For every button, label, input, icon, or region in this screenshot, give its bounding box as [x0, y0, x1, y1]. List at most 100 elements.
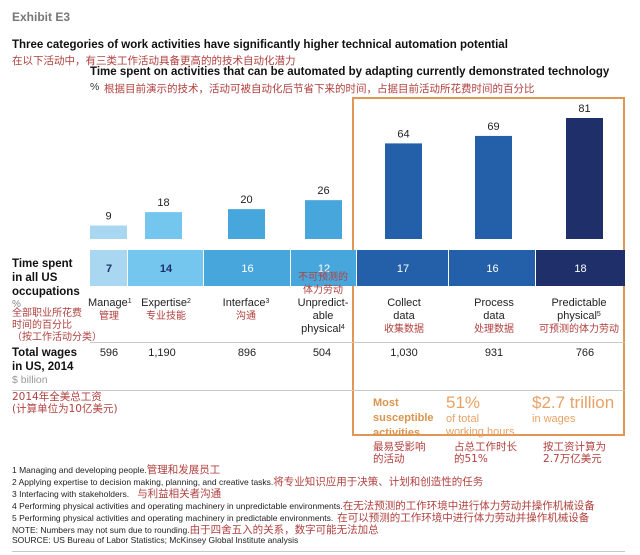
- total-wages-label-cn-line: (计算单位为10亿美元): [12, 403, 118, 415]
- time-share-cell-predictable-physical: [536, 250, 625, 286]
- summary-heading-line: susceptible: [373, 412, 434, 424]
- category-name-cn: 沟通: [236, 311, 256, 322]
- summary-cn-line: 按工资计算为: [543, 441, 606, 453]
- time-spent-label: Time spent in all US occupations: [12, 257, 80, 299]
- time-share-cell-collect-data: [357, 250, 448, 286]
- total-wages-label-cn-line: 2014年全美总工资: [12, 391, 102, 403]
- summary-hours-text: of total: [446, 413, 480, 425]
- wage-value: 931: [484, 347, 504, 359]
- source-note: SOURCE: US Bureau of Labor Statistics; M…: [12, 535, 299, 545]
- summary-wages-cn: 按工资计算为 2.7万亿美元: [543, 441, 606, 465]
- bar-process-data: [475, 135, 512, 239]
- time-share-value: 18: [574, 263, 586, 275]
- time-spent-label-cn-line: 时间的百分比: [12, 320, 72, 331]
- category-name-cn: 处理数据: [474, 324, 514, 335]
- category-name: Manage: [88, 297, 128, 309]
- bar-value-label: 69: [487, 121, 499, 133]
- footnote-3: 3 Interfacing with stakeholders. 与利益相关者沟通: [12, 486, 221, 501]
- summary-cn-line: 2.7万亿美元: [543, 453, 602, 465]
- time-share-value: 17: [397, 263, 409, 275]
- bottom-rule: [12, 551, 625, 552]
- category-name: Predictable: [551, 297, 607, 309]
- category-label-manage: Manage1 管理: [88, 297, 132, 323]
- unit-label: %: [90, 81, 100, 93]
- category-name-cn: 可预测的体力劳动: [539, 324, 619, 335]
- total-wages-unit: $ billion: [12, 374, 48, 386]
- wage-value: 596: [99, 347, 119, 359]
- summary-cn-line: 占总工作时长: [454, 441, 517, 453]
- summary-heading-line: activities: [373, 427, 421, 439]
- summary-wages: $2.7 trillion in wages: [532, 393, 614, 426]
- bar-manage: [90, 225, 127, 239]
- bar-value-label: 26: [317, 185, 329, 197]
- bar-value-label: 20: [240, 194, 252, 206]
- time-share-value: 14: [160, 263, 173, 275]
- wage-value: 896: [237, 347, 257, 359]
- time-share-value: 16: [486, 263, 498, 275]
- footnote-text: 3 Interfacing with stakeholders.: [12, 489, 130, 499]
- time-spent-label-cn-line: 全部职业所花费: [12, 308, 82, 319]
- category-name: physical: [301, 323, 341, 335]
- summary-cn-line: 的51%: [454, 453, 488, 465]
- summary-heading: Most susceptible activities: [373, 396, 434, 441]
- category-name-cn: 体力劳动: [303, 285, 343, 296]
- category-label-expertise: Expertise2 专业技能: [136, 297, 196, 323]
- total-wages-label-line: Total wages: [12, 347, 77, 359]
- footnote-text-cn: 与利益相关者沟通: [137, 488, 222, 500]
- time-spent-unit: %: [12, 299, 21, 310]
- unit-label-cn: 根据目前演示的技术，活动可被自动化后节省下来的时间，占据目前活动所花费时间的百分…: [104, 83, 535, 95]
- exhibit-label: Exhibit E3: [12, 10, 71, 24]
- time-share-cell-manage: [90, 250, 127, 286]
- footnote-1: 1 Managing and developing people.管理和发展员工: [12, 462, 220, 477]
- footnote-text: 5 Performing physical activities and ope…: [12, 513, 334, 523]
- bar-value-label: 64: [397, 128, 409, 140]
- category-name-cn: 专业技能: [146, 311, 186, 322]
- footnote-text-cn: 由于四舍五入的关系，数字可能无法加总: [189, 524, 379, 536]
- category-name: Interface: [222, 297, 266, 309]
- time-share-cell-unpredictable-physical: [291, 250, 356, 286]
- wage-value: 1,030: [390, 347, 418, 359]
- divider: [90, 342, 625, 343]
- time-share-cell-process-data: [449, 250, 535, 286]
- summary-cn-line: 最易受影响: [373, 441, 426, 453]
- time-share-cell-expertise: [128, 250, 203, 286]
- summary-hours-cn: 占总工作时长 的51%: [454, 441, 517, 465]
- footnote-text: 1 Managing and developing people.: [12, 465, 147, 475]
- time-spent-label-line: in all US: [12, 272, 58, 284]
- bar-interface: [228, 209, 265, 239]
- time-share-value: 16: [241, 263, 253, 275]
- bar-value-label: 9: [105, 211, 111, 223]
- bar-chart: 9 18 20 26 64 69 81 7 14 16 12 17 16 18: [90, 103, 625, 286]
- chart-subtitle: Time spent on activities that can be aut…: [90, 66, 610, 78]
- bar-value-label: 81: [578, 103, 590, 115]
- summary-hours: 51% of total working hours: [446, 393, 514, 439]
- category-name-cn: 管理: [99, 311, 119, 322]
- total-wages-label-line: in US, 2014: [12, 361, 74, 373]
- summary-hours-value: 51%: [446, 393, 481, 412]
- footnote-text: 2 Applying expertise to decision making,…: [12, 477, 274, 487]
- footnote-4: 4 Performing physical activities and ope…: [12, 498, 595, 513]
- footnote-text: NOTE: Numbers may not sum due to roundin…: [12, 525, 190, 535]
- footnote-ref: 3: [265, 298, 270, 305]
- footnote-text-cn: 将专业知识应用于决策、计划和创造性的任务: [273, 476, 484, 488]
- bar-expertise: [145, 212, 182, 239]
- category-name: data: [393, 310, 415, 322]
- time-spent-label-cn: 全部职业所花费 时间的百分比 （按工作活动分类）: [12, 308, 102, 344]
- summary-heading-cn: 最易受影响 的活动: [373, 441, 426, 465]
- time-share-value: 12: [318, 263, 330, 275]
- wage-value: 504: [312, 347, 332, 359]
- summary-wages-value: $2.7 trillion: [532, 393, 615, 412]
- summary-hours-text: working hours: [446, 426, 515, 438]
- footnote-text-cn: 在可以预测的工作环境中进行体力劳动并操作机械设备: [337, 512, 590, 524]
- chart-title: Three categories of work activities have…: [12, 39, 508, 51]
- time-spent-label-line: Time spent: [12, 258, 73, 270]
- footnote-text: 4 Performing physical activities and ope…: [12, 501, 343, 511]
- category-label-interface: Interface3 沟通: [210, 297, 282, 323]
- total-wages-label: Total wages in US, 2014: [12, 346, 77, 374]
- summary-cn-line: 的活动: [373, 453, 405, 465]
- time-share-value: 7: [106, 263, 112, 275]
- bar-value-label: 18: [157, 197, 169, 209]
- footnote-5: 5 Performing physical activities and ope…: [12, 510, 589, 525]
- time-share-cell-interface: [204, 250, 290, 286]
- footnote-text-cn: 管理和发展员工: [146, 464, 221, 476]
